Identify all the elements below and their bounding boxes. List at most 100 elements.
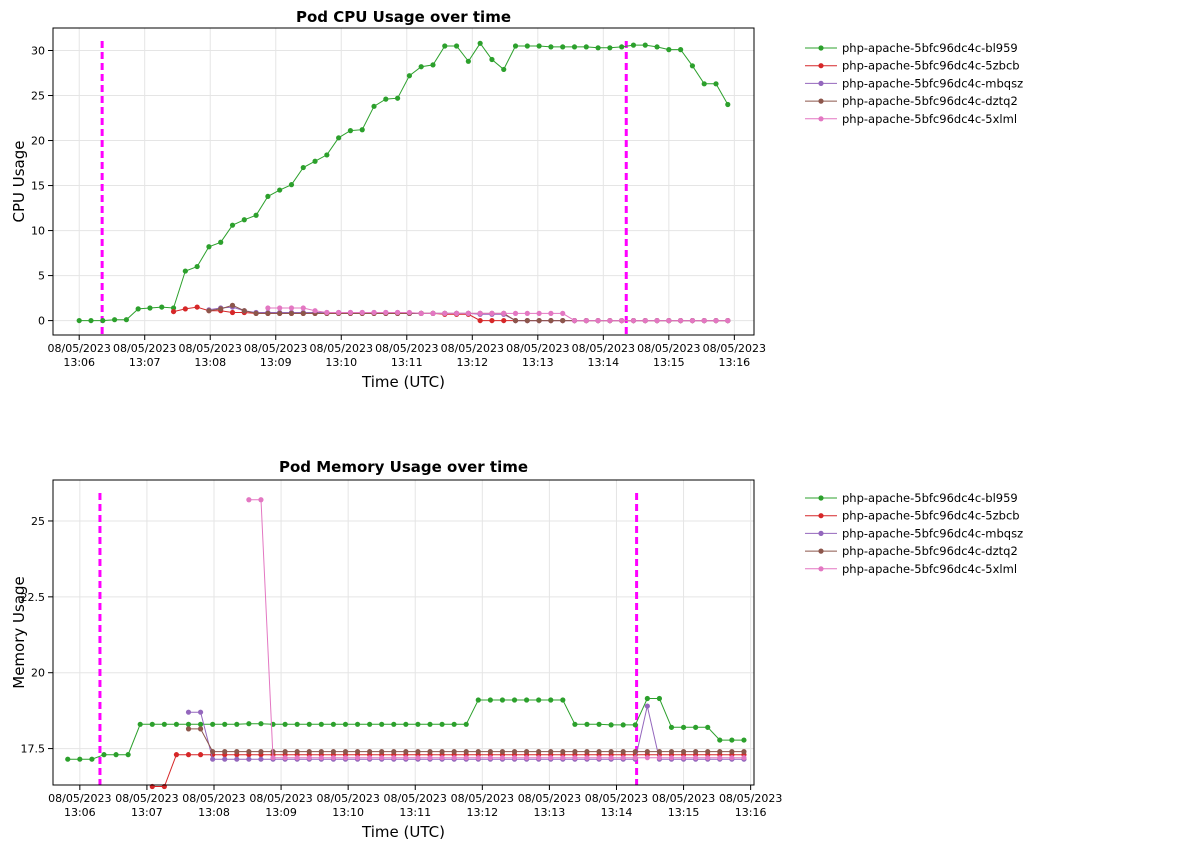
data-point (680, 724, 687, 730)
data-point (379, 755, 385, 761)
data-point (246, 749, 252, 755)
data-point (253, 212, 259, 218)
data-point (632, 722, 638, 728)
x-tick-label: 08/05/2023 13:13 (506, 342, 569, 369)
data-point (656, 695, 663, 702)
data-point (689, 63, 696, 69)
data-point (656, 755, 663, 761)
x-tick-label: 08/05/2023 13:09 (249, 792, 312, 819)
data-point (194, 304, 200, 310)
series-5xlml (246, 497, 747, 761)
data-point (277, 310, 283, 316)
x-tick-label: 08/05/2023 13:14 (585, 792, 648, 819)
data-point (477, 40, 483, 46)
y-tick-label: 20 (31, 667, 45, 680)
x-axis-label: Time (UTC) (361, 373, 445, 391)
data-point (88, 317, 94, 324)
data-point (65, 756, 71, 762)
data-point (403, 755, 409, 761)
data-point (668, 749, 675, 755)
data-point (741, 755, 747, 761)
data-point (210, 721, 216, 727)
data-point (330, 749, 336, 755)
x-tick-label: 08/05/2023 13:13 (518, 792, 581, 819)
data-point (194, 263, 200, 270)
data-point (282, 721, 288, 727)
data-point (137, 721, 143, 727)
data-point (294, 755, 300, 761)
data-point (439, 749, 445, 755)
plot-area (53, 28, 754, 335)
data-point (359, 309, 365, 316)
data-point (583, 317, 589, 324)
data-point (560, 755, 566, 761)
x-tick-label: 08/05/2023 13:08 (179, 342, 242, 369)
data-point (270, 755, 276, 761)
data-point (234, 721, 240, 727)
data-point (689, 317, 696, 324)
legend-swatch-marker (818, 116, 824, 122)
y-axis-label: CPU Usage (10, 140, 28, 222)
data-point (173, 752, 180, 758)
legend-label: php-apache-5bfc96dc4c-dztq2 (842, 544, 1018, 558)
data-point (644, 749, 650, 755)
data-point (306, 749, 312, 755)
data-point (258, 749, 264, 755)
data-point (77, 756, 83, 762)
data-point (607, 317, 613, 324)
data-point (391, 755, 397, 761)
data-point (487, 749, 493, 755)
legend-label: php-apache-5bfc96dc4c-mbqsz (842, 76, 1023, 90)
data-point (336, 135, 342, 141)
data-point (258, 756, 264, 762)
data-point (246, 721, 252, 727)
data-point (729, 755, 735, 761)
legend-swatch-marker (818, 530, 824, 537)
legend-label: php-apache-5bfc96dc4c-5xlml (842, 112, 1017, 126)
data-point (487, 697, 493, 703)
data-point (170, 305, 177, 311)
data-point (418, 64, 424, 70)
data-point (693, 749, 699, 755)
data-point (147, 305, 153, 311)
data-point (501, 310, 507, 316)
data-point (705, 749, 711, 755)
legend-swatch-marker (818, 513, 824, 519)
series-dztq2 (185, 726, 747, 755)
data-point (619, 317, 625, 324)
data-point (584, 749, 590, 755)
data-point (294, 749, 300, 755)
y-tick-label: 15 (31, 180, 45, 193)
data-point (572, 749, 578, 755)
data-point (511, 755, 518, 761)
data-point (571, 317, 578, 324)
y-tick-label: 5 (38, 270, 45, 283)
data-point (312, 308, 318, 314)
data-point (149, 721, 155, 727)
data-point (548, 755, 554, 761)
data-point (451, 721, 457, 727)
data-point (678, 47, 684, 53)
y-tick-label: 22.5 (21, 591, 46, 604)
data-point (717, 749, 723, 755)
data-point (439, 721, 445, 727)
data-point (536, 43, 542, 49)
data-point (288, 305, 295, 311)
x-tick-label: 08/05/2023 13:06 (48, 792, 111, 819)
data-point (229, 222, 236, 228)
data-point (403, 749, 409, 755)
data-point (463, 749, 469, 755)
y-tick-label: 30 (31, 45, 45, 58)
data-point (427, 721, 433, 727)
legend-swatch-marker (818, 566, 824, 572)
data-point (318, 749, 324, 755)
data-point (265, 310, 271, 316)
y-tick-label: 10 (31, 225, 45, 238)
y-axis-label: Memory Usage (10, 576, 28, 689)
data-point (656, 749, 663, 755)
data-point (475, 749, 481, 755)
data-point (246, 756, 252, 762)
series-5xlml (265, 305, 731, 324)
data-point (693, 755, 699, 761)
data-point (218, 239, 224, 245)
